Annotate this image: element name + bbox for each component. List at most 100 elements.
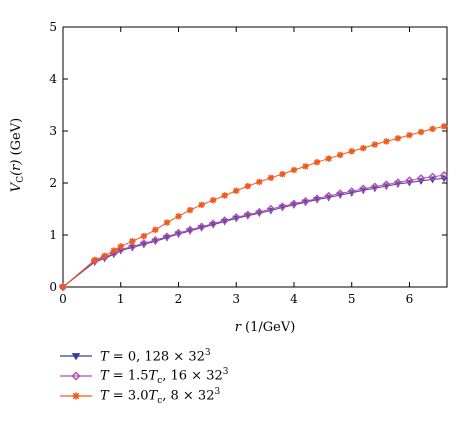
x-axis-title: r (1/GeV): [235, 320, 296, 335]
data-point: [336, 151, 344, 159]
data-point: [302, 163, 309, 170]
star-stroke: [291, 167, 297, 173]
data-point: [139, 239, 149, 248]
data-point: [209, 196, 217, 204]
data-point: [91, 256, 98, 264]
legend-swatch: [60, 353, 92, 361]
star-stroke: [337, 151, 344, 158]
x-tick-label: 5: [348, 292, 356, 306]
data-point: [394, 135, 402, 142]
series-line: [62, 125, 445, 288]
data-point: [406, 131, 413, 139]
series-3: [59, 123, 448, 291]
data-point: [162, 232, 172, 241]
series-line: [62, 177, 445, 288]
data-point: [278, 202, 287, 211]
x-tick-label: 3: [232, 292, 240, 306]
data-point: [440, 123, 448, 130]
series-2: [58, 171, 449, 292]
data-point: [255, 207, 264, 217]
star-stroke: [302, 163, 309, 170]
data-point: [243, 210, 252, 219]
x-tick-label: 6: [406, 292, 414, 306]
data-point: [393, 178, 403, 187]
star-stroke: [325, 155, 332, 162]
data-point: [335, 189, 345, 198]
data-point: [110, 247, 118, 254]
legend-entry: T = 1.5Tc, 16 × 323: [58, 366, 388, 386]
star-stroke: [72, 392, 80, 400]
star-stroke: [101, 252, 108, 259]
x-tick-label: 2: [175, 292, 183, 306]
star-stroke: [279, 171, 286, 178]
star-stroke: [233, 187, 240, 194]
star-stroke: [360, 145, 367, 152]
legend-marker: [72, 392, 80, 400]
data-point: [383, 138, 390, 145]
chart-plot-area: 0 1 2 3 4 5 6 0 1 2 3 4 5 r (1/GeV) VC(r) (GeV): [9, 20, 449, 335]
y-tick-label: 5: [49, 20, 57, 34]
data-point: [359, 184, 368, 193]
data-point: [208, 219, 218, 228]
data-point: [301, 197, 310, 206]
data-point: [256, 178, 263, 186]
y-tick-label: 2: [49, 176, 57, 190]
data-marks: [58, 123, 449, 292]
data-point: [325, 155, 332, 162]
data-point: [152, 226, 159, 233]
star-stroke: [244, 183, 251, 190]
series-1: [59, 175, 449, 291]
y-tick-label: 1: [49, 228, 57, 242]
x-tick-label: 0: [59, 292, 67, 306]
data-point: [233, 187, 240, 194]
data-point: [348, 148, 355, 155]
star-stroke: [441, 123, 448, 130]
data-point: [289, 199, 299, 208]
data-point: [360, 144, 367, 152]
legend-marker: [71, 353, 81, 361]
data-point: [312, 194, 322, 203]
data-point: [313, 159, 321, 166]
star-stroke: [152, 226, 159, 233]
star-stroke: [221, 192, 228, 199]
data-point: [428, 172, 437, 181]
legend-swatch: [60, 392, 92, 400]
data-point: [416, 174, 426, 183]
star-stroke: [198, 201, 205, 208]
data-point: [197, 222, 206, 231]
star-stroke: [175, 213, 182, 220]
data-point: [232, 213, 241, 222]
star-stroke: [418, 129, 424, 135]
y-tick-label: 0: [49, 280, 57, 294]
legend-entry: T = 0, 128 × 323: [58, 346, 388, 366]
data-point: [220, 216, 229, 225]
star-stroke: [371, 141, 378, 148]
data-point: [140, 232, 148, 240]
star-stroke: [60, 284, 66, 290]
star-stroke: [314, 159, 321, 166]
legend-label: T = 0, 128 × 323: [100, 347, 211, 365]
data-point: [267, 174, 275, 181]
data-point: [370, 182, 380, 191]
legend-swatch: [60, 371, 92, 381]
data-point: [163, 219, 171, 226]
data-point: [244, 182, 251, 190]
legend-entry: T = 3.0Tc, 8 × 323: [58, 386, 388, 406]
data-point: [186, 206, 194, 214]
x-tick-label: 1: [117, 292, 125, 306]
star-stroke: [429, 125, 436, 132]
star-stroke: [91, 257, 98, 263]
axes-frame: [62, 26, 448, 288]
data-point: [59, 283, 67, 291]
legend-label: T = 3.0Tc, 8 × 323: [100, 386, 221, 406]
x-tick-label: 4: [290, 292, 298, 306]
data-point: [290, 166, 298, 174]
chart-legend: T = 0, 128 × 323 T = 1.5Tc, 16 × 323 T = 3…: [58, 346, 388, 406]
series-line: [62, 174, 445, 288]
data-point: [129, 238, 136, 245]
axis-ticks: 0 1 2 3 4 5 6 0 1 2 3 4 5: [49, 20, 447, 306]
y-tick-label: 4: [49, 72, 57, 86]
star-stroke: [394, 135, 401, 142]
y-tick-label: 3: [49, 124, 57, 138]
plot-frame: [62, 26, 448, 288]
